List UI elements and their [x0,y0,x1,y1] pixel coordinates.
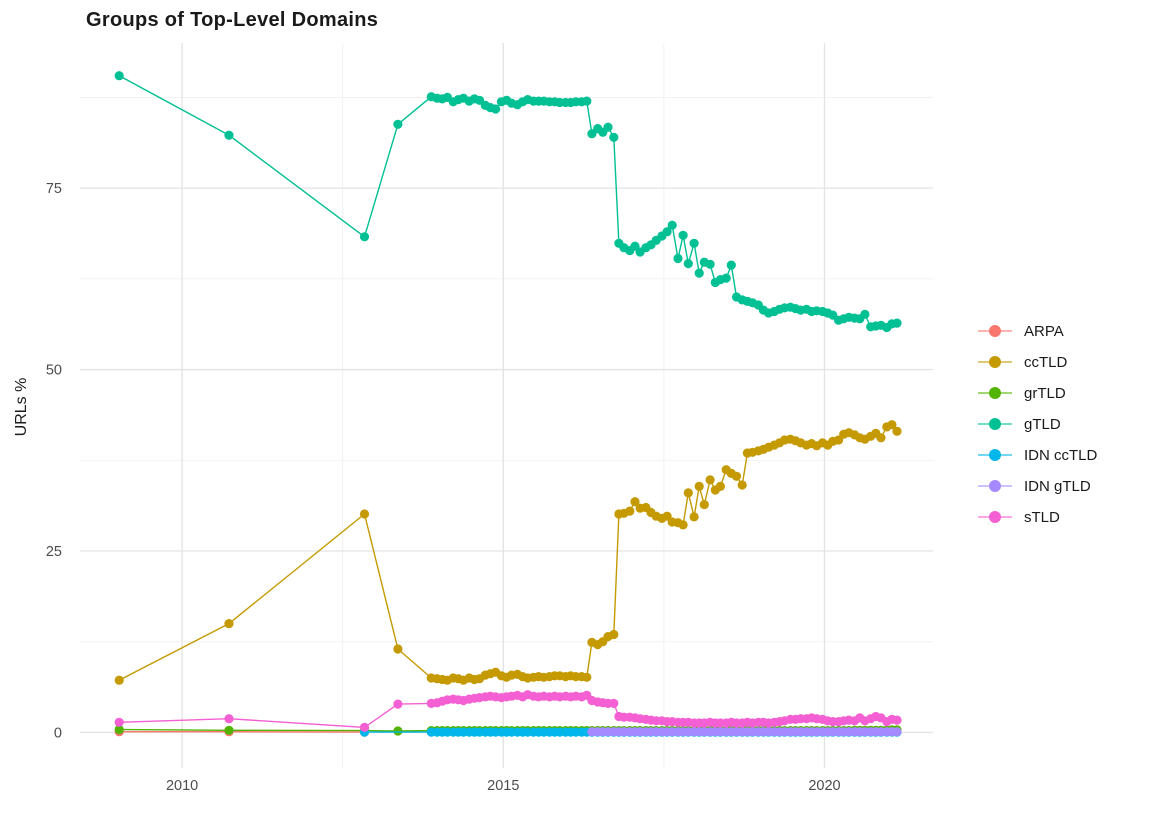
data-point [678,230,688,240]
data-point [609,132,619,142]
data-point [699,500,709,510]
legend-item-grtld: grTLD [978,382,1097,404]
data-point [114,675,124,685]
data-point [359,722,370,733]
data-point [393,726,403,736]
data-point [683,259,693,269]
data-point [715,481,726,491]
data-point [393,119,403,129]
y-tick-label: 75 [46,181,62,197]
legend-key-icon [978,325,1012,337]
data-point [721,273,731,283]
legend-item-arpa: ARPA [978,320,1097,342]
data-point [892,318,902,328]
data-point [876,433,886,443]
data-point [582,672,592,682]
x-tick-label: 2020 [808,778,840,794]
data-point [491,104,501,114]
legend-item-stld: sTLD [978,506,1097,528]
data-point [667,220,677,230]
data-point [892,715,902,725]
data-point [224,130,234,140]
legend-item-idn-cctld: IDN ccTLD [978,444,1097,466]
series-cctld [114,420,902,685]
data-point [731,471,742,481]
data-point [726,260,736,270]
series-arpa [114,727,370,737]
series-stld [114,690,902,733]
data-point [737,480,747,490]
legend-label: grTLD [1024,384,1066,402]
data-point [887,420,897,430]
data-point [673,253,683,264]
data-point [114,717,124,727]
data-point [359,232,370,242]
data-point [224,714,234,724]
legend-label: gTLD [1024,415,1061,433]
data-point [860,309,870,319]
data-point [683,488,693,498]
data-point [630,497,640,507]
y-tick-label: 25 [46,544,62,560]
data-point [694,481,704,491]
data-point [689,512,699,522]
legend-item-cctld: ccTLD [978,351,1097,373]
data-point [224,619,234,629]
series-gtld [114,71,902,333]
legend-key-icon [978,480,1012,492]
y-tick-label: 50 [46,363,62,379]
legend-label: ccTLD [1024,353,1068,371]
data-point [114,724,124,735]
y-tick-label: 0 [54,725,62,741]
legend-key-icon [978,449,1012,461]
data-point [393,644,403,654]
legend: ARPA ccTLD grTLD gTLD IDN ccTLD IDN gTLD sTLD [978,320,1097,528]
legend-label: sTLD [1024,508,1060,526]
legend-item-gtld: gTLD [978,413,1097,435]
data-point [603,122,613,132]
data-point [359,509,370,519]
data-point [892,727,902,737]
data-point [224,725,234,735]
legend-key-icon [978,356,1012,368]
legend-key-icon [978,387,1012,399]
chart-title: Groups of Top-Level Domains [86,9,379,31]
data-point [114,71,124,81]
data-point [705,475,715,485]
x-tick-label: 2015 [487,778,519,794]
data-point [678,520,688,530]
data-point [609,698,619,709]
data-point [694,268,704,278]
data-point [705,259,715,269]
data-point [662,227,672,237]
data-point [393,699,403,709]
legend-label: ARPA [1024,322,1064,340]
legend-item-idn-gtld: IDN gTLD [978,475,1097,497]
data-point [582,96,592,106]
x-tick-label: 2010 [166,778,198,794]
data-point [892,426,902,436]
series-idn-gtld [587,727,902,737]
legend-label: IDN ccTLD [1024,446,1098,464]
data-point [609,629,619,640]
series-line [118,75,898,329]
data-point [625,506,635,516]
legend-key-icon [978,511,1012,523]
data-point [689,238,699,248]
legend-label: IDN gTLD [1024,477,1091,495]
legend-key-icon [978,418,1012,430]
